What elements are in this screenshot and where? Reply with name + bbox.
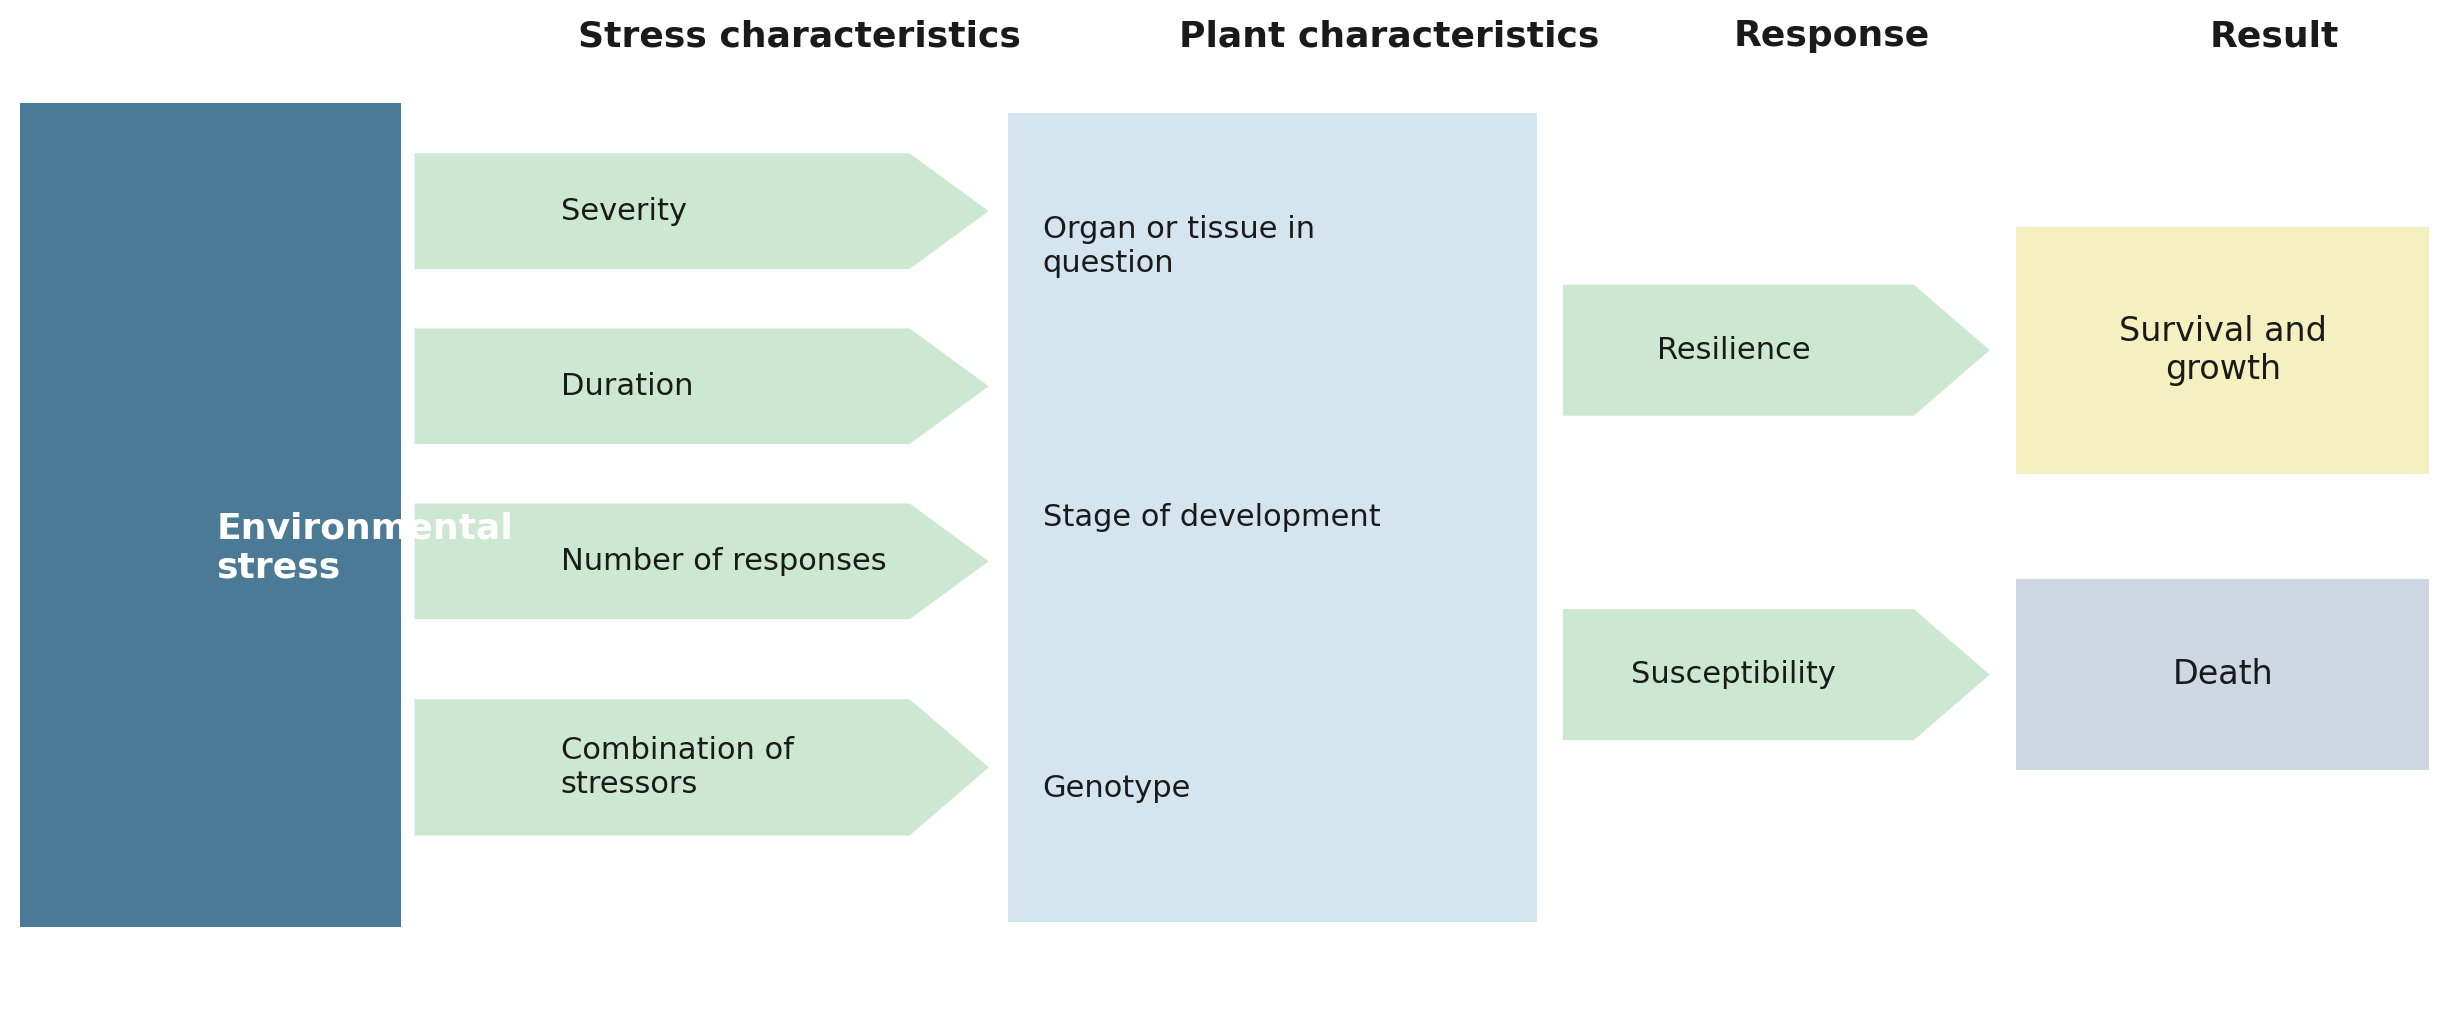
Text: Result: Result	[2211, 19, 2339, 54]
Text: Stage of development: Stage of development	[1043, 503, 1379, 533]
Text: Combination of
stressors: Combination of stressors	[561, 736, 794, 798]
Polygon shape	[413, 698, 991, 836]
Text: Response: Response	[1734, 19, 1930, 54]
Polygon shape	[413, 502, 991, 620]
Text: Death: Death	[2174, 658, 2272, 691]
Text: Number of responses: Number of responses	[561, 547, 885, 576]
FancyBboxPatch shape	[2016, 579, 2429, 770]
Text: Duration: Duration	[561, 372, 693, 401]
Text: Survival and
growth: Survival and growth	[2120, 314, 2326, 386]
FancyBboxPatch shape	[20, 103, 401, 927]
Polygon shape	[413, 328, 991, 445]
Text: Genotype: Genotype	[1043, 774, 1190, 803]
Text: Resilience: Resilience	[1657, 336, 1810, 365]
Text: Plant characteristics: Plant characteristics	[1180, 19, 1598, 54]
FancyBboxPatch shape	[2016, 227, 2429, 474]
Text: Susceptibility: Susceptibility	[1630, 660, 1837, 689]
Text: Severity: Severity	[561, 197, 686, 226]
Polygon shape	[1561, 608, 1992, 742]
Text: Environmental
stress: Environmental stress	[216, 511, 514, 585]
Text: Organ or tissue in
question: Organ or tissue in question	[1043, 215, 1316, 278]
Text: Stress characteristics: Stress characteristics	[578, 19, 1020, 54]
Polygon shape	[413, 151, 991, 271]
Polygon shape	[1561, 283, 1992, 417]
FancyBboxPatch shape	[1008, 113, 1537, 922]
